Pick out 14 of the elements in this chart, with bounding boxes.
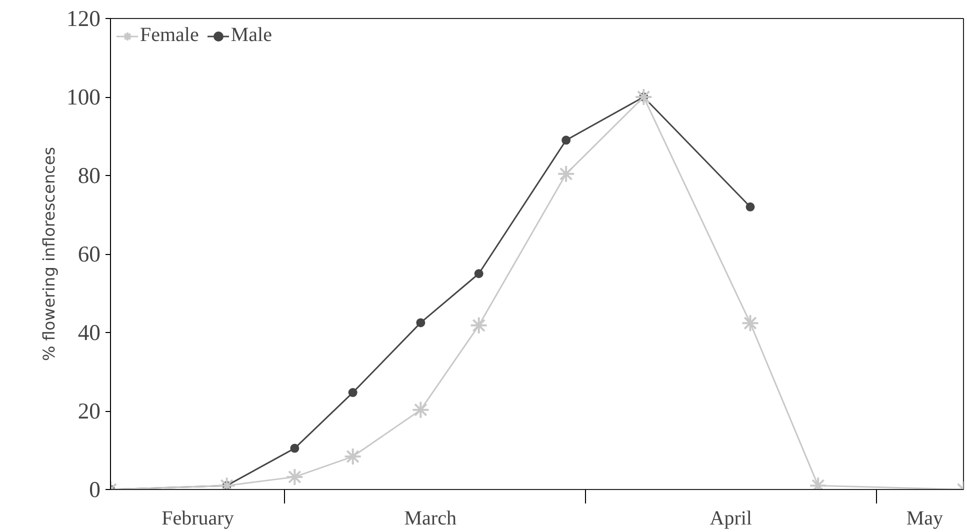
x-tick-label: April xyxy=(710,508,752,530)
y-tick-label: 120 xyxy=(66,6,100,31)
y-tick-label: 100 xyxy=(66,84,100,110)
y-tick-label: 20 xyxy=(78,398,100,424)
y-tick-label: 0 xyxy=(89,477,100,502)
x-tick-label: March xyxy=(404,508,456,530)
y-axis-title: % flowering inflorescences xyxy=(40,146,59,362)
x-tick-label: May xyxy=(906,508,944,530)
legend-label: Male xyxy=(230,24,272,47)
legend-label: Female xyxy=(140,24,199,47)
y-tick-label: 40 xyxy=(78,320,100,345)
y-tick-label: 60 xyxy=(78,242,100,266)
y-tick-label: 80 xyxy=(78,163,100,188)
x-tick-label: February xyxy=(162,508,234,530)
